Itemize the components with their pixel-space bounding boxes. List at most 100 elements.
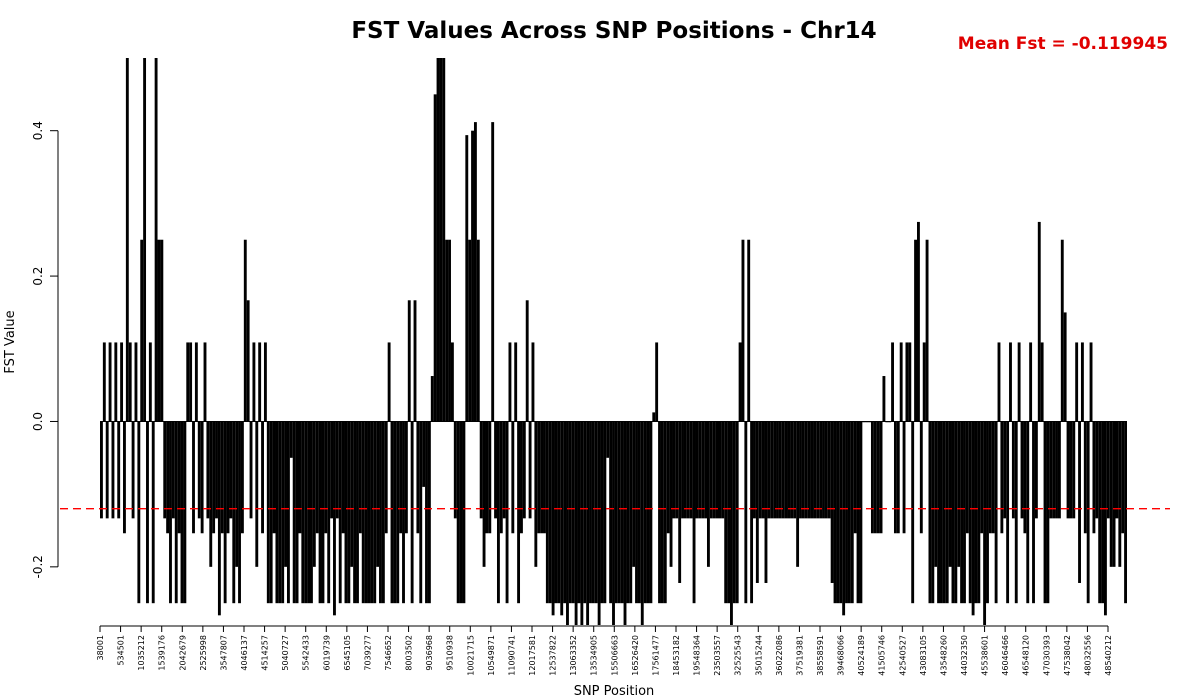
x-tick-label: 43548260: [939, 635, 948, 676]
fst-bar: [784, 421, 788, 519]
fst-bar: [681, 421, 684, 519]
fst-bar: [379, 421, 382, 604]
fst-bar: [442, 58, 446, 422]
fst-bar: [704, 421, 707, 519]
fst-bar: [781, 421, 785, 519]
fst-bar: [790, 421, 794, 519]
fst-bar: [994, 421, 998, 604]
fst-bar: [289, 421, 293, 458]
fst-bar: [123, 421, 126, 534]
mean-fst-annotation: Mean Fst = -0.119945: [958, 34, 1168, 54]
y-tick-label: 0.0: [31, 412, 45, 431]
fst-bar: [571, 421, 575, 604]
x-tick-label: 6545105: [343, 635, 352, 671]
fst-bar: [850, 421, 854, 604]
fst-bar: [629, 421, 633, 604]
bars-group: [100, 58, 1127, 625]
fst-bar: [715, 421, 719, 519]
fst-bar: [1017, 342, 1021, 422]
fst-bar: [807, 421, 811, 519]
fst-bar: [1034, 421, 1038, 519]
fst-bar: [882, 376, 886, 422]
fst-bar: [209, 421, 213, 567]
fst-bar: [724, 421, 728, 604]
x-tick-label: 13534905: [590, 635, 599, 676]
fst-bar: [407, 300, 411, 422]
fst-bar: [738, 342, 742, 422]
fst-bar: [404, 421, 408, 534]
fst-bar: [505, 421, 509, 604]
x-tick-label: 4514257: [261, 635, 270, 671]
fst-bar: [718, 421, 722, 519]
x-tick-label: 40524189: [857, 635, 866, 676]
fst-bar: [491, 122, 495, 422]
fst-bar: [1000, 421, 1004, 534]
fst-bar: [143, 58, 147, 422]
fst-bar: [870, 421, 874, 534]
fst-bar: [456, 421, 460, 604]
fst-bar: [266, 421, 270, 604]
fst-bar: [286, 421, 290, 604]
fst-bar: [215, 421, 218, 519]
x-tick-label: 12017581: [528, 635, 537, 676]
fst-bar: [643, 421, 647, 604]
fst-bar: [548, 421, 552, 604]
fst-bar: [243, 239, 247, 422]
fst-bar: [1072, 421, 1076, 519]
fst-bar: [960, 421, 964, 604]
fst-bar: [252, 342, 256, 422]
fst-bar: [125, 58, 129, 422]
fst-bar: [148, 342, 152, 422]
fst-bar: [730, 421, 733, 625]
fst-bar: [508, 342, 512, 422]
fst-bar: [206, 421, 210, 519]
fst-bar: [473, 122, 477, 422]
fst-bar: [353, 421, 357, 604]
x-tick-label: 8003502: [405, 635, 414, 671]
fst-bar: [364, 421, 368, 604]
fst-bar: [537, 421, 541, 534]
fst-bar: [712, 421, 716, 519]
fst-bar: [672, 421, 676, 519]
fst-bar: [177, 421, 181, 534]
fst-bar: [896, 421, 900, 534]
fst-bar: [258, 342, 262, 422]
fst-bar: [545, 421, 549, 604]
x-tick-label: 9036968: [425, 635, 434, 671]
fst-bar: [551, 421, 555, 616]
fst-bar: [879, 421, 883, 534]
fst-bar: [370, 421, 374, 604]
fst-bar: [439, 58, 443, 422]
fst-bar: [925, 239, 929, 422]
fst-bar: [963, 421, 966, 604]
x-tick-label: 19548364: [693, 635, 702, 676]
fst-bar: [842, 421, 846, 616]
fst-bar: [988, 421, 992, 534]
fst-bar: [606, 421, 610, 458]
fst-bar: [402, 421, 405, 604]
fst-bar: [847, 421, 851, 604]
fst-bar: [525, 300, 529, 422]
x-tick-label: 48540212: [1104, 635, 1113, 676]
fst-bar: [666, 421, 670, 534]
fst-bar: [315, 421, 319, 534]
fst-bar: [919, 421, 923, 534]
fst-bar: [1006, 421, 1010, 604]
fst-bar: [626, 421, 630, 604]
fst-bar: [695, 421, 699, 519]
fst-bar: [448, 239, 451, 422]
fst-bar: [171, 421, 175, 519]
fst-bar: [1023, 421, 1027, 534]
fst-bar: [905, 342, 909, 422]
fst-bar: [1101, 421, 1104, 604]
y-axis: -0.2 0.0 0.2 0.4: [31, 121, 59, 579]
fst-bar: [186, 342, 190, 422]
chart-title: FST Values Across SNP Positions - Chr14: [351, 18, 876, 44]
x-tick-label: 4046137: [240, 635, 249, 671]
fst-bar: [755, 421, 759, 583]
fst-bar: [450, 342, 454, 422]
fst-bar: [200, 421, 204, 534]
fst-bar: [1069, 421, 1073, 519]
fst-bar: [660, 421, 664, 604]
fst-bar: [908, 342, 912, 422]
